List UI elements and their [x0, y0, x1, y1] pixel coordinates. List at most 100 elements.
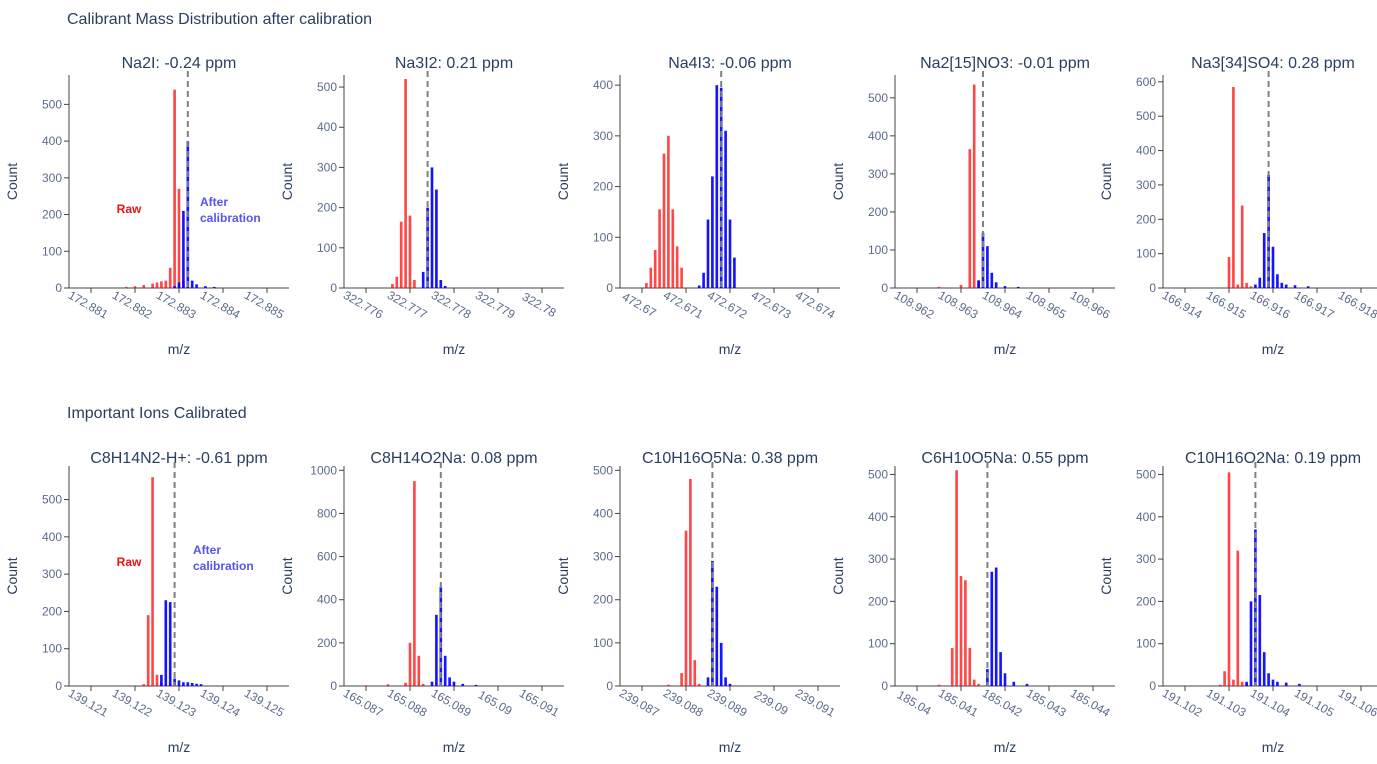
y-tick-label: 400 [1136, 510, 1156, 524]
raw-bar [168, 267, 172, 288]
x-tick-label: 166.918 [1336, 288, 1377, 322]
raw-bar [399, 221, 403, 288]
chart-panel-8: C6H10O5Na: 0.55 ppm Count m/z 0 100 200 300 400… [830, 450, 1115, 755]
raw-bar [413, 279, 416, 288]
after-bar [195, 284, 198, 288]
y-axis-label: Count [279, 163, 295, 200]
x-axis-label: m/z [443, 739, 466, 755]
after-bar [426, 207, 429, 288]
x-axis-label: m/z [1262, 739, 1285, 755]
raw-bar [1245, 282, 1248, 288]
raw-bar [680, 267, 683, 288]
y-tick-label: 400 [1136, 144, 1156, 158]
after-bar [212, 286, 216, 288]
chart-panel-2: Na4I3: -0.06 ppm Count m/z 0 100 200 300 400 472… [555, 55, 840, 357]
after-bar [706, 219, 710, 288]
y-tick-label: 0 [330, 679, 337, 693]
y-tick-label: 200 [868, 205, 888, 219]
y-tick-label: 400 [593, 78, 613, 92]
after-bar [994, 282, 998, 288]
raw-bar [1223, 671, 1226, 686]
after-annotation-line: After [193, 543, 221, 557]
y-tick-label: 300 [1136, 552, 1156, 566]
panel-title: C6H10O5Na: 0.55 ppm [921, 450, 1088, 467]
x-axis-label: m/z [168, 739, 191, 755]
raw-bar [408, 642, 412, 686]
y-axis-label: Count [830, 163, 846, 200]
x-tick-label: 191.105 [1292, 686, 1337, 720]
x-tick-label: 322.777 [385, 288, 430, 322]
after-bar [182, 210, 185, 288]
x-tick-label: 166.916 [1248, 288, 1293, 322]
y-tick-label: 100 [593, 230, 613, 244]
after-bar [1262, 652, 1266, 686]
x-tick-label: 139.125 [242, 686, 287, 720]
after-bar [186, 682, 190, 686]
y-tick-label: 200 [317, 201, 337, 215]
panel-title: C8H14N2-H+: -0.61 ppm [90, 450, 267, 467]
y-axis-label: Count [4, 557, 20, 594]
y-tick-label: 100 [868, 637, 888, 651]
raw-bar [977, 683, 980, 686]
raw-bar [968, 647, 972, 686]
after-bar [697, 285, 701, 288]
raw-bar [645, 282, 648, 288]
x-tick-label: 108.966 [1068, 288, 1113, 322]
x-axis-label: m/z [719, 341, 742, 357]
y-tick-label: 100 [868, 243, 888, 257]
x-tick-label: 185.044 [1068, 686, 1113, 720]
y-tick-label: 200 [42, 604, 62, 618]
raw-bar [968, 149, 972, 288]
y-tick-label: 400 [42, 530, 62, 544]
after-bar [1280, 282, 1284, 288]
after-bar [733, 257, 736, 288]
raw-bar [1227, 472, 1231, 686]
y-tick-label: 0 [1149, 281, 1156, 295]
x-tick-label: 108.963 [936, 288, 981, 322]
after-bar [719, 642, 723, 686]
raw-bar [151, 477, 154, 686]
y-tick-label: 800 [317, 506, 337, 520]
after-bar [195, 683, 198, 686]
after-bar [1276, 681, 1279, 686]
raw-bar [1240, 681, 1244, 686]
y-tick-label: 500 [1136, 109, 1156, 123]
after-bar [421, 271, 425, 288]
y-tick-label: 100 [1136, 637, 1156, 651]
raw-bar [937, 286, 941, 288]
after-bar [435, 189, 438, 288]
y-axis-label: Count [555, 557, 571, 594]
section-title-important-ions: Important Ions Calibrated [67, 405, 247, 422]
raw-bar [177, 188, 181, 288]
raw-bar [404, 79, 407, 289]
y-tick-label: 200 [1136, 594, 1156, 608]
y-axis-label: Count [830, 557, 846, 594]
y-tick-label: 200 [593, 180, 613, 194]
raw-bar [160, 281, 163, 288]
y-tick-label: 100 [593, 636, 613, 650]
after-bar [724, 130, 727, 288]
raw-bar [404, 682, 407, 686]
y-tick-label: 500 [42, 97, 62, 111]
after-bar [204, 286, 207, 288]
y-tick-label: 0 [55, 679, 62, 693]
y-tick-label: 300 [593, 550, 613, 564]
raw-bar [1236, 284, 1240, 288]
raw-annotation: Raw [117, 555, 142, 569]
after-bar [1284, 682, 1288, 686]
chart-panel-7: C10H16O5Na: 0.38 ppm Count m/z 0 100 200 300 40… [555, 450, 840, 755]
after-bar [452, 681, 456, 686]
y-tick-label: 500 [1136, 467, 1156, 481]
y-tick-label: 0 [606, 679, 613, 693]
after-bar [1025, 683, 1029, 686]
raw-bar [391, 283, 394, 288]
x-tick-label: 172.884 [198, 288, 243, 322]
after-bar [190, 280, 194, 288]
after-bar [1245, 681, 1248, 686]
y-tick-label: 200 [1136, 212, 1156, 226]
after-bar [990, 571, 994, 686]
raw-bar [972, 679, 976, 686]
y-tick-label: 400 [317, 593, 337, 607]
chart-panel-4: Na3[34]SO4: 0.28 ppm Count m/z 0 100 200 300 40… [1098, 55, 1377, 357]
